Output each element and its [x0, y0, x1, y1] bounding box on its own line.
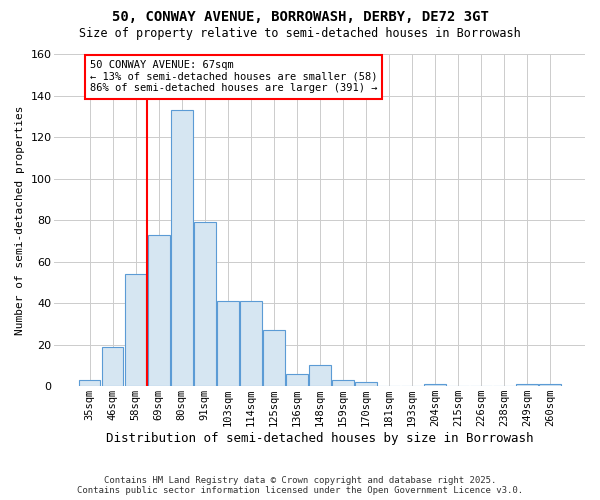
- Bar: [101, 346, 124, 386]
- Bar: [170, 110, 193, 386]
- Bar: [125, 274, 146, 386]
- Bar: [148, 234, 170, 386]
- Text: Contains HM Land Registry data © Crown copyright and database right 2025.
Contai: Contains HM Land Registry data © Crown c…: [77, 476, 523, 495]
- Text: 50 CONWAY AVENUE: 67sqm
← 13% of semi-detached houses are smaller (58)
86% of se: 50 CONWAY AVENUE: 67sqm ← 13% of semi-de…: [90, 60, 377, 94]
- Bar: [217, 301, 239, 386]
- Bar: [332, 380, 353, 386]
- Y-axis label: Number of semi-detached properties: Number of semi-detached properties: [15, 106, 25, 335]
- Text: Size of property relative to semi-detached houses in Borrowash: Size of property relative to semi-detach…: [79, 28, 521, 40]
- Bar: [263, 330, 284, 386]
- Bar: [309, 366, 331, 386]
- Text: 50, CONWAY AVENUE, BORROWASH, DERBY, DE72 3GT: 50, CONWAY AVENUE, BORROWASH, DERBY, DE7…: [112, 10, 488, 24]
- Bar: [355, 382, 377, 386]
- Bar: [539, 384, 561, 386]
- Bar: [240, 301, 262, 386]
- Bar: [516, 384, 538, 386]
- Bar: [194, 222, 215, 386]
- Bar: [424, 384, 446, 386]
- X-axis label: Distribution of semi-detached houses by size in Borrowash: Distribution of semi-detached houses by …: [106, 432, 533, 445]
- Bar: [286, 374, 308, 386]
- Bar: [79, 380, 100, 386]
